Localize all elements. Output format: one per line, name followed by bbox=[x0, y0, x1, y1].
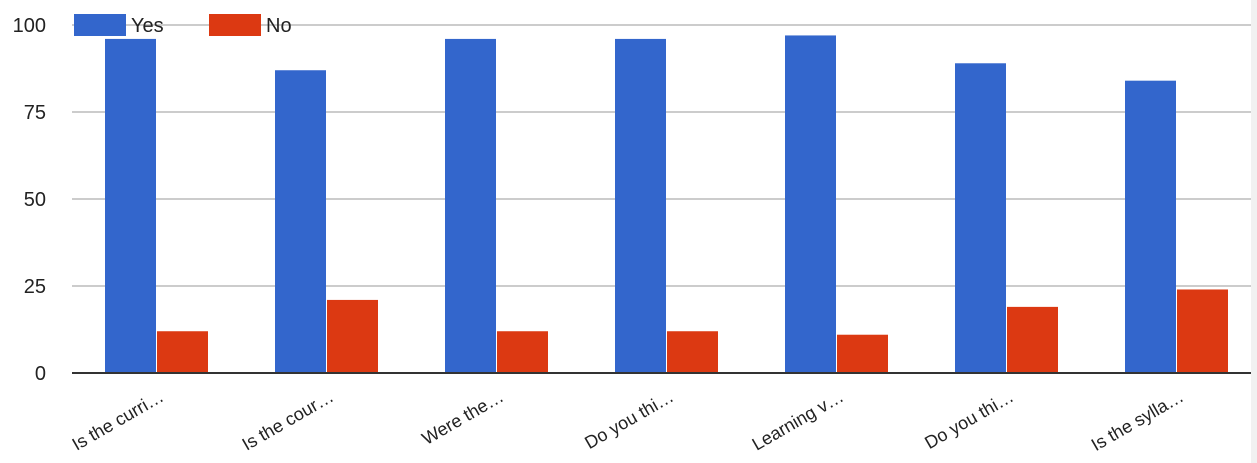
bar-yes[interactable] bbox=[105, 38, 156, 374]
bar-no[interactable] bbox=[837, 334, 888, 373]
y-axis-ticks: 0 25 50 75 100 bbox=[13, 15, 46, 385]
bar-no[interactable] bbox=[667, 331, 718, 373]
bar-yes[interactable] bbox=[615, 38, 666, 374]
legend-swatch bbox=[209, 14, 261, 36]
legend-item-no[interactable]: No bbox=[209, 14, 292, 37]
bar-yes[interactable] bbox=[445, 38, 496, 374]
x-tick-label: Is the curri… bbox=[69, 386, 167, 454]
legend[interactable]: Yes No bbox=[74, 14, 292, 37]
y-tick-label: 0 bbox=[35, 363, 46, 385]
x-tick-label: Is the cour… bbox=[239, 386, 337, 454]
y-tick-label: 25 bbox=[24, 276, 46, 298]
bar-no[interactable] bbox=[1177, 289, 1228, 373]
legend-swatch bbox=[74, 14, 126, 36]
bar-yes[interactable] bbox=[955, 63, 1006, 373]
x-tick-label: Learning v… bbox=[749, 386, 847, 454]
bar-yes[interactable] bbox=[275, 70, 326, 374]
bar-no[interactable] bbox=[157, 331, 208, 373]
bar-no[interactable] bbox=[497, 331, 548, 373]
y-tick-label: 100 bbox=[13, 15, 46, 37]
legend-label: Yes bbox=[131, 15, 164, 37]
legend-label: No bbox=[266, 15, 292, 37]
y-tick-label: 50 bbox=[24, 189, 46, 211]
bar-yes[interactable] bbox=[1125, 80, 1176, 374]
y-tick-label: 75 bbox=[24, 102, 46, 124]
x-tick-label: Do you thi… bbox=[921, 386, 1017, 453]
x-axis-labels: Is the curri… Is the cour… Were the… Do you… bbox=[69, 386, 1187, 455]
x-tick-label: Is the sylla… bbox=[1088, 386, 1187, 455]
bar-yes[interactable] bbox=[785, 35, 836, 373]
scrollbar[interactable] bbox=[1251, 0, 1257, 463]
x-tick-label: Were the… bbox=[418, 386, 507, 449]
bar-no[interactable] bbox=[327, 299, 378, 373]
x-tick-label: Do you thi… bbox=[581, 386, 677, 453]
bar-no[interactable] bbox=[1007, 306, 1058, 373]
legend-item-yes[interactable]: Yes bbox=[74, 14, 164, 37]
bars bbox=[105, 35, 1228, 374]
